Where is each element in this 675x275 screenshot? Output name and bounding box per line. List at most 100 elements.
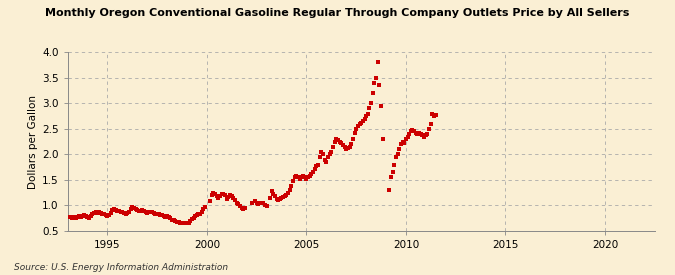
Point — [336, 141, 347, 145]
Point — [135, 208, 146, 213]
Text: Source: U.S. Energy Information Administration: Source: U.S. Energy Information Administ… — [14, 263, 227, 272]
Point — [417, 133, 428, 137]
Point — [332, 138, 343, 142]
Point — [321, 160, 331, 164]
Point — [338, 143, 348, 147]
Point — [124, 209, 134, 214]
Point — [391, 155, 402, 159]
Point — [112, 208, 123, 213]
Point — [342, 146, 353, 150]
Point — [215, 194, 225, 199]
Point — [306, 172, 317, 176]
Point — [359, 116, 370, 121]
Point — [185, 219, 196, 223]
Point — [196, 209, 207, 214]
Point — [94, 209, 105, 214]
Point — [371, 76, 381, 80]
Point — [80, 213, 91, 218]
Point — [331, 137, 342, 141]
Point — [302, 175, 313, 180]
Point — [150, 211, 161, 216]
Point — [240, 206, 250, 210]
Point — [118, 211, 129, 215]
Point — [415, 132, 426, 136]
Point — [148, 210, 159, 215]
Point — [360, 114, 371, 118]
Point — [213, 196, 224, 200]
Point — [424, 127, 435, 131]
Point — [250, 199, 261, 204]
Point — [192, 213, 202, 217]
Point — [286, 184, 297, 188]
Point — [276, 196, 287, 200]
Point — [72, 214, 83, 219]
Point — [78, 213, 89, 217]
Point — [253, 202, 264, 207]
Point — [340, 145, 350, 149]
Point — [356, 120, 367, 125]
Point — [269, 194, 280, 199]
Point — [188, 216, 199, 220]
Point — [115, 209, 126, 214]
Point — [102, 213, 113, 218]
Point — [407, 128, 418, 132]
Point — [168, 218, 179, 222]
Point — [412, 132, 423, 136]
Point — [308, 170, 319, 174]
Point — [117, 210, 128, 214]
Point — [256, 201, 267, 205]
Point — [236, 205, 247, 210]
Point — [366, 101, 377, 106]
Point — [327, 145, 338, 149]
Point — [344, 145, 355, 149]
Point — [429, 114, 439, 118]
Point — [357, 119, 368, 123]
Point — [404, 132, 414, 136]
Point — [74, 214, 84, 218]
Text: Monthly Oregon Conventional Gasoline Regular Through Company Outlets Price by Al: Monthly Oregon Conventional Gasoline Reg… — [45, 8, 630, 18]
Point — [103, 213, 114, 217]
Point — [165, 216, 176, 221]
Point — [268, 192, 279, 196]
Point — [90, 210, 101, 214]
Point — [223, 195, 234, 199]
Point — [399, 141, 410, 145]
Point — [392, 152, 403, 156]
Point — [76, 214, 86, 219]
Point — [186, 216, 197, 221]
Point — [99, 211, 109, 216]
Point — [171, 220, 182, 224]
Point — [367, 91, 378, 95]
Point — [316, 150, 327, 154]
Point — [309, 166, 320, 171]
Point — [142, 211, 153, 215]
Point — [122, 211, 132, 215]
Point — [130, 206, 141, 211]
Point — [128, 205, 139, 210]
Point — [271, 197, 282, 202]
Point — [275, 197, 286, 202]
Point — [369, 81, 380, 85]
Point — [145, 209, 156, 214]
Point — [105, 210, 116, 215]
Point — [160, 214, 171, 219]
Point — [348, 137, 358, 141]
Point — [372, 60, 383, 65]
Point — [167, 218, 178, 222]
Point — [183, 221, 194, 225]
Point — [217, 192, 227, 196]
Point — [397, 139, 408, 144]
Point — [120, 211, 131, 216]
Point — [315, 155, 325, 159]
Point — [352, 124, 363, 128]
Point — [349, 131, 360, 135]
Point — [334, 139, 345, 144]
Point — [195, 211, 206, 216]
Point — [134, 208, 144, 213]
Point — [273, 198, 284, 203]
Point — [326, 150, 337, 154]
Point — [92, 210, 103, 215]
Point — [67, 216, 78, 220]
Point — [107, 207, 117, 212]
Point — [304, 174, 315, 178]
